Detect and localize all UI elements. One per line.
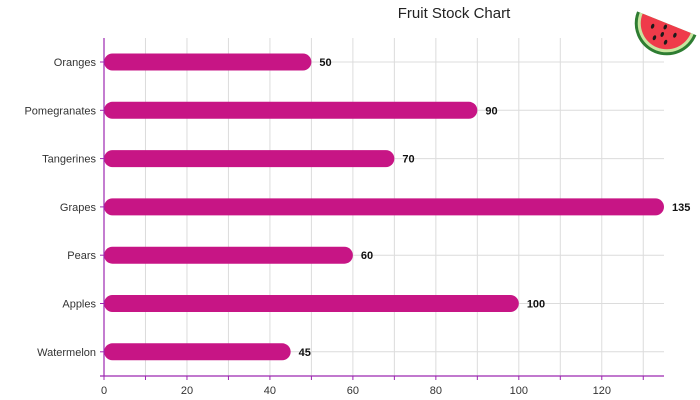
bar-pears (104, 246, 353, 264)
category-label: Pears (67, 250, 96, 262)
labels: Oranges 50 Pomegranates 90 Tangerines 70 Grape… (24, 57, 690, 359)
data-label: 90 (485, 105, 497, 117)
category-label: Watermelon (37, 347, 96, 359)
watermelon-slice-icon (634, 11, 697, 56)
data-label: 50 (319, 57, 331, 69)
bar-tangerines (104, 150, 395, 168)
chart-title: Fruit Stock Chart (398, 5, 511, 22)
bars (104, 53, 664, 361)
x-tick-label: 80 (430, 385, 442, 397)
x-tick-label: 60 (347, 385, 359, 397)
bar-pomegranates (104, 101, 478, 119)
data-label: 70 (402, 154, 414, 166)
data-label: 135 (672, 202, 690, 214)
bar-grapes (104, 198, 664, 216)
category-label: Oranges (54, 57, 97, 69)
x-tick-label: 0 (101, 385, 107, 397)
x-tick-label: 120 (593, 385, 611, 397)
x-tick-label: 20 (181, 385, 193, 397)
data-label: 45 (299, 347, 311, 359)
bar-oranges (104, 53, 312, 71)
x-tick-label: 100 (510, 385, 528, 397)
bar-watermelon (104, 343, 291, 361)
category-label: Tangerines (42, 154, 96, 166)
category-label: Pomegranates (24, 105, 96, 117)
x-tick-label: 40 (264, 385, 276, 397)
axes: 0 20 40 60 80 100 120 (100, 38, 664, 397)
category-label: Grapes (60, 202, 97, 214)
data-label: 100 (527, 299, 545, 311)
bar-apples (104, 295, 519, 312)
data-label: 60 (361, 250, 373, 262)
category-label: Apples (62, 299, 96, 311)
